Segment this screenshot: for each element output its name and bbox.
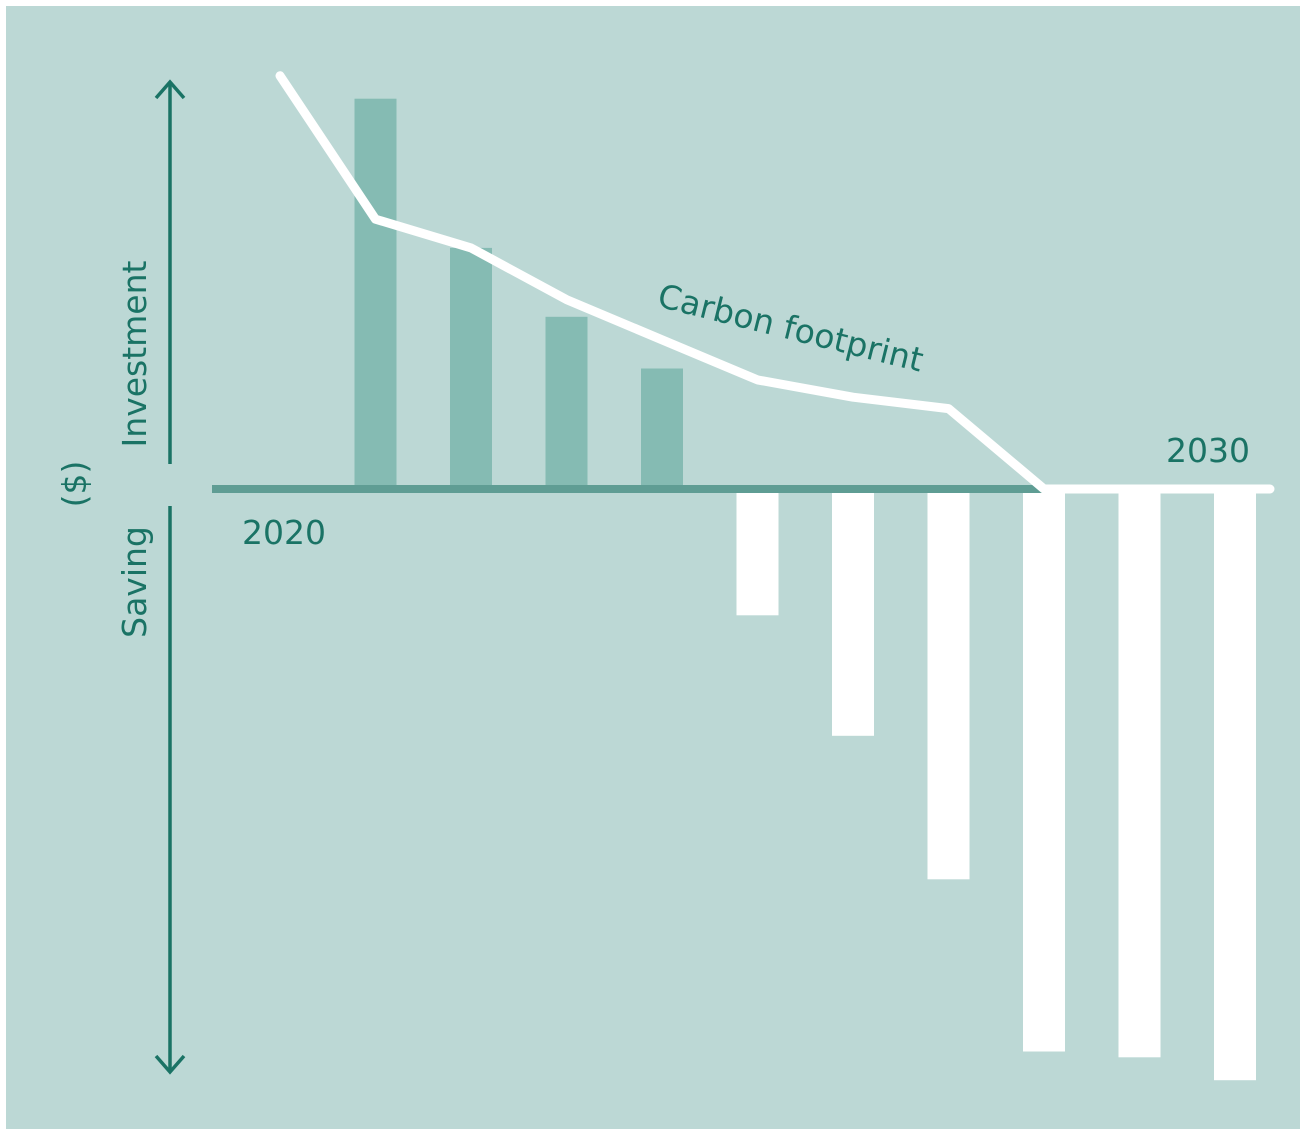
vertical-axis-arrow <box>154 79 186 1075</box>
carbon-footprint-line <box>275 71 1275 494</box>
saving-arrowhead-icon <box>154 1054 186 1075</box>
saving-label: Saving <box>115 526 154 638</box>
investment-label: Investment <box>115 260 154 447</box>
investment-bar <box>641 368 683 489</box>
saving-bar <box>927 489 970 880</box>
end-year-label: 2030 <box>1166 431 1250 470</box>
currency-label: ($) <box>55 461 94 508</box>
saving-bar <box>1118 489 1161 1058</box>
investment-arrowhead-icon <box>154 79 186 100</box>
zero-baseline <box>212 485 1242 493</box>
chart-panel: Investment Saving ($) 2020 2030 Carbon f… <box>6 6 1300 1129</box>
investment-bar <box>354 98 397 489</box>
chart-canvas: Investment Saving ($) 2020 2030 Carbon f… <box>6 6 1300 1129</box>
investment-bar <box>545 316 588 489</box>
saving-bar <box>736 489 779 616</box>
start-year-label: 2020 <box>242 513 326 552</box>
saving-bar <box>1023 489 1065 1052</box>
saving-bar <box>1214 489 1256 1081</box>
bar-series <box>354 98 1256 1081</box>
saving-bar <box>832 489 874 736</box>
investment-bar <box>450 247 492 489</box>
chart-background <box>6 6 1300 1129</box>
